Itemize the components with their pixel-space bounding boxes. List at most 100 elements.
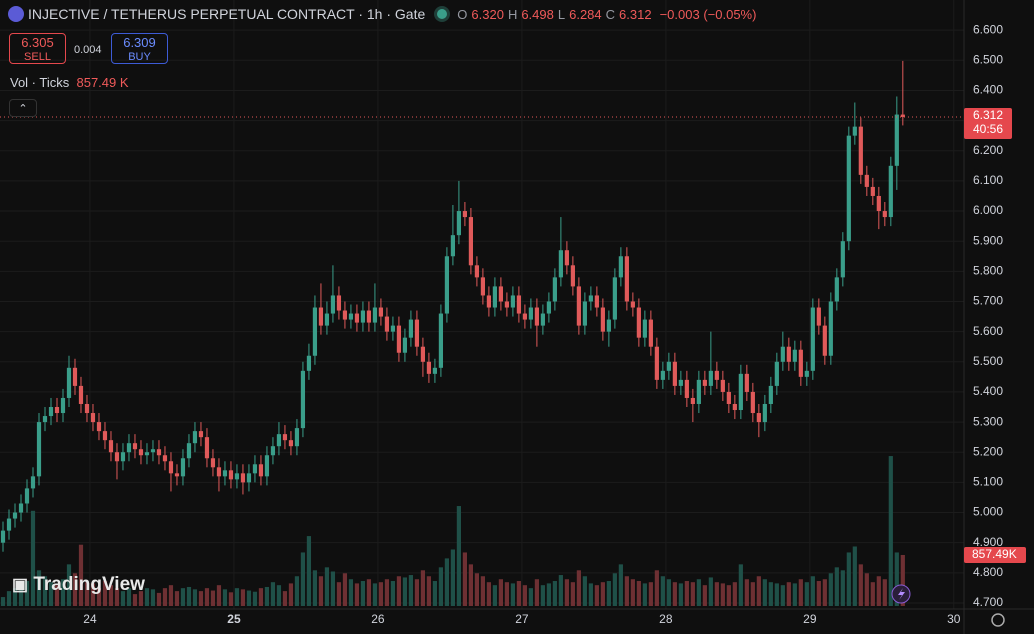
volume-bar xyxy=(264,586,270,606)
volume-bar xyxy=(636,581,641,606)
l-label: L xyxy=(557,6,566,22)
candle-body xyxy=(804,370,809,377)
candle-body xyxy=(138,449,144,456)
candle-body xyxy=(252,464,258,474)
y-tick-label: 4.900 xyxy=(973,535,1003,549)
candle-body xyxy=(18,503,24,513)
volume-title: Vol · Ticks xyxy=(10,75,70,90)
candle-body xyxy=(198,431,204,438)
candle-body xyxy=(792,349,797,362)
candle-body xyxy=(510,295,515,308)
candle-body xyxy=(576,286,581,326)
volume-bar xyxy=(102,581,108,606)
candle-body xyxy=(546,301,551,314)
volume-bar xyxy=(12,588,18,606)
y-tick-label: 5.700 xyxy=(973,294,1003,308)
y-tick-label: 5.400 xyxy=(973,384,1003,398)
candle-body xyxy=(846,135,851,242)
settings-button[interactable] xyxy=(991,613,1005,627)
y-tick-label: 6.400 xyxy=(973,83,1003,97)
volume-bar xyxy=(384,579,390,606)
candle-body xyxy=(894,114,899,166)
volume-bar xyxy=(114,588,120,606)
h-label: H xyxy=(507,6,518,22)
volume-bar xyxy=(624,576,629,606)
y-tick-label: 5.100 xyxy=(973,475,1003,489)
volume-bar xyxy=(714,582,719,606)
candle-body xyxy=(96,422,102,432)
candle-body xyxy=(882,211,887,218)
candle-body xyxy=(900,114,905,117)
candle-body xyxy=(810,307,815,371)
candle-body xyxy=(684,379,689,398)
collapse-button[interactable]: ⌃ xyxy=(9,99,37,117)
volume-bar xyxy=(432,581,438,606)
candle-body xyxy=(528,307,533,320)
candle-body xyxy=(312,307,318,356)
candle-body xyxy=(186,443,192,459)
volume-bar xyxy=(396,576,402,606)
volume-bar xyxy=(810,576,815,606)
volume-bar xyxy=(246,590,252,606)
volume-bar xyxy=(390,581,396,606)
candle-body xyxy=(480,277,485,296)
volume-bar xyxy=(240,589,246,606)
volume-bar xyxy=(492,585,497,606)
price-tag xyxy=(964,107,1012,139)
candle-body xyxy=(522,313,527,320)
candle-body xyxy=(270,446,276,456)
volume-tag xyxy=(964,546,1026,563)
candle-body xyxy=(54,407,60,414)
volume-bar xyxy=(654,570,659,606)
candle-body xyxy=(672,361,677,386)
volume-bar xyxy=(666,579,671,606)
candle-body xyxy=(582,301,587,326)
candle-body xyxy=(216,467,222,477)
candle-body xyxy=(492,286,497,308)
candle-body xyxy=(174,473,180,477)
candle-body xyxy=(786,346,791,362)
change: −0.003 (−0.05%) xyxy=(659,6,757,22)
y-tick-label: 6.200 xyxy=(973,143,1003,157)
y-tick-label: 4.700 xyxy=(973,595,1003,609)
volume-bar xyxy=(882,579,887,606)
volume-bar xyxy=(330,571,336,606)
sell-price: 6.305 xyxy=(21,35,54,50)
volume-bar xyxy=(372,583,378,606)
volume-bar xyxy=(150,589,156,606)
volume-bar xyxy=(126,588,132,606)
volume-bar xyxy=(306,536,312,606)
candle-body xyxy=(30,476,36,489)
candle-body xyxy=(870,186,875,196)
candle-body xyxy=(444,256,450,314)
volume-bar xyxy=(870,582,875,606)
volume-bar xyxy=(498,579,503,606)
candle-body xyxy=(48,407,54,417)
volume-bar xyxy=(414,579,420,606)
buy-button[interactable]: 6.309 BUY xyxy=(111,33,168,64)
candle-body xyxy=(90,413,96,423)
candle-body xyxy=(150,449,156,453)
volume-bar xyxy=(516,581,521,606)
sell-button[interactable]: 6.305 SELL xyxy=(9,33,66,64)
volume-bar xyxy=(108,585,114,606)
candle-body xyxy=(282,434,288,441)
candle-body xyxy=(24,488,30,504)
symbol-title[interactable]: INJECTIVE / TETHERUS PERPETUAL CONTRACT … xyxy=(28,6,426,22)
candle-body xyxy=(126,443,132,453)
volume-bar xyxy=(696,579,701,606)
spread: 0.004 xyxy=(74,44,102,56)
y-tick-label: 6.100 xyxy=(973,173,1003,187)
volume-bar xyxy=(726,585,731,606)
volume-bar xyxy=(78,544,84,606)
price-tag-value: 6.312 xyxy=(973,108,1003,122)
volume-bar xyxy=(534,579,539,606)
volume-bar xyxy=(366,579,372,606)
candle-body xyxy=(462,211,468,218)
brand-logo: ▣ TradingView xyxy=(12,574,145,596)
candle-body xyxy=(552,277,557,302)
l-value: 6.284 xyxy=(569,6,602,22)
volume-bar xyxy=(828,573,833,606)
candle-body xyxy=(558,250,563,278)
